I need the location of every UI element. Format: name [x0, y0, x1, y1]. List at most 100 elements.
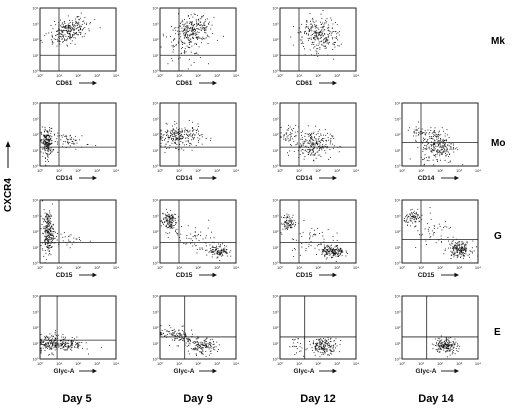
event-dot — [64, 342, 66, 344]
event-dot — [64, 344, 65, 346]
event-dot — [163, 223, 164, 225]
event-dot — [425, 134, 427, 136]
event-dot — [69, 19, 70, 21]
event-dot — [432, 348, 434, 350]
x-tick-label: 10⁰ — [277, 361, 283, 366]
event-dot — [63, 232, 65, 233]
event-dot — [316, 37, 318, 39]
event-dot — [176, 143, 178, 145]
event-dot — [315, 345, 316, 347]
event-dot — [217, 349, 219, 350]
event-dot — [335, 22, 336, 23]
event-dot — [79, 342, 81, 343]
event-dot — [217, 251, 218, 252]
x-tick-label: 10¹ — [296, 168, 302, 173]
event-dot — [60, 343, 61, 345]
event-dot — [326, 251, 328, 253]
event-dot — [47, 154, 49, 156]
event-dot — [68, 27, 70, 29]
event-dot — [47, 245, 49, 247]
event-dot — [64, 34, 66, 36]
event-dot — [443, 341, 445, 342]
event-dot — [184, 19, 185, 20]
event-dot — [296, 352, 297, 354]
event-dot — [415, 218, 417, 220]
event-dot — [284, 228, 286, 230]
x-axis-arrow-icon — [92, 80, 97, 86]
event-dot — [446, 350, 448, 352]
event-dot — [341, 249, 343, 251]
event-dot — [440, 335, 442, 337]
event-dot — [441, 229, 443, 231]
event-dot — [198, 20, 200, 22]
event-dot — [297, 131, 299, 133]
event-dot — [210, 137, 212, 139]
event-dot — [42, 232, 43, 234]
event-dot — [452, 351, 453, 353]
event-dot — [321, 343, 323, 344]
event-dot — [285, 139, 287, 141]
event-dot — [313, 33, 315, 34]
event-dot — [439, 226, 441, 227]
event-dot — [171, 222, 173, 224]
event-dot — [180, 36, 182, 38]
event-dot — [47, 225, 49, 227]
event-dot — [172, 217, 174, 218]
event-dot — [452, 252, 454, 254]
event-dot — [221, 251, 223, 253]
event-dot — [194, 231, 196, 233]
event-dot — [75, 21, 77, 23]
event-dot — [326, 39, 328, 41]
event-dot — [319, 48, 321, 50]
event-dot — [184, 28, 186, 30]
event-dot — [321, 147, 323, 149]
event-dot — [45, 164, 47, 166]
event-dot — [332, 252, 334, 254]
event-dot — [281, 224, 283, 225]
event-dot — [457, 250, 459, 252]
event-dot — [168, 141, 169, 143]
event-dot — [70, 344, 72, 346]
event-dot — [336, 36, 337, 38]
event-dot — [323, 26, 325, 27]
event-dot — [323, 42, 325, 44]
event-dot — [184, 23, 186, 25]
event-dot — [321, 340, 323, 342]
event-dot — [162, 213, 164, 215]
event-dot — [300, 143, 302, 145]
event-dot — [51, 342, 53, 344]
event-dot — [320, 343, 322, 345]
event-dot — [63, 347, 65, 348]
event-dot — [196, 44, 197, 45]
event-dot — [192, 333, 193, 335]
event-dot — [416, 129, 418, 131]
event-dot — [446, 149, 448, 151]
event-dot — [63, 29, 64, 31]
event-dot — [202, 38, 203, 40]
event-dot — [288, 124, 289, 126]
event-dot — [190, 348, 192, 350]
event-dot — [202, 350, 204, 352]
event-dot — [175, 131, 177, 132]
event-dot — [67, 138, 68, 140]
event-dot — [326, 38, 327, 40]
x-tick-label: 10⁰ — [157, 168, 163, 173]
event-dot — [57, 132, 59, 134]
event-dot — [170, 133, 172, 134]
event-dot — [49, 232, 51, 233]
event-dot — [195, 145, 197, 146]
event-dot — [440, 159, 441, 161]
event-dot — [446, 339, 448, 341]
event-dot — [434, 140, 436, 142]
event-dot — [339, 250, 340, 252]
event-dot — [41, 139, 42, 141]
event-dot — [204, 345, 206, 347]
event-dot — [441, 152, 443, 154]
event-dot — [194, 24, 195, 26]
event-dot — [195, 53, 197, 54]
event-dot — [197, 24, 198, 26]
event-dot — [212, 344, 214, 346]
event-dot — [322, 251, 324, 253]
event-dot — [313, 234, 315, 235]
event-dot — [331, 253, 333, 254]
